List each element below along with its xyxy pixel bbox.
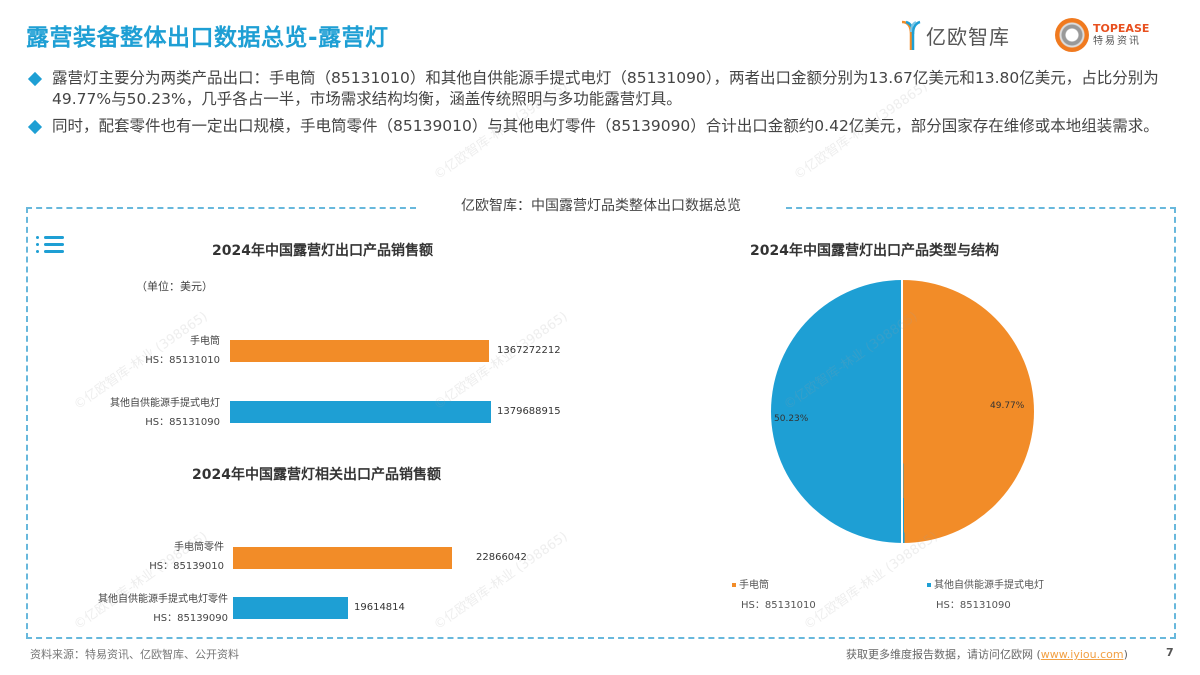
bar-label-name: 手电筒 [190,336,220,347]
pie-label-portable-lamp: 50.23% [774,414,809,424]
bar-label-code: HS：85131090 [145,417,220,428]
page-title: 露营装备整体出口数据总览-露营灯 [26,25,389,51]
legend-code: HS：85131010 [741,600,816,611]
bullet-item: 露营灯主要分为两类产品出口：手电筒（85131010）和其他自供能源手提式电灯（… [27,68,1188,110]
diamond-bullet-icon [27,119,43,135]
bar-label-name: 其他自供能源手提式电灯零件 [98,594,228,605]
bar-flashlight-parts [233,547,452,569]
panel-top-border [786,207,1176,209]
topease-en-a: TOP [1093,21,1118,35]
pie-divider [901,280,903,543]
bar-label: 手电筒 HS：85131010 [90,332,220,370]
panel-title: 亿欧智库：中国露营灯品类整体出口数据总览 [461,198,741,214]
bar-chart-1-unit: （单位：美元） [136,280,213,293]
pie-legend-item: 手电筒 HS：85131010 [732,576,816,616]
bar-label-name: 其他自供能源手提式电灯 [110,398,220,409]
bar-label-code: HS：85139010 [149,561,224,572]
iyiou-link[interactable]: www.iyiou.com [1040,648,1124,661]
footer-cta-text: 获取更多维度报告数据，请访问亿欧网 ( [846,648,1041,661]
bar-lamp-parts [233,597,348,619]
pie-legend-item: 其他自供能源手提式电灯 HS：85131090 [927,576,1044,616]
bar-chart-2-title: 2024年中国露营灯相关出口产品销售额 [192,467,441,483]
bar-label: 其他自供能源手提式电灯 HS：85131090 [90,394,220,432]
topease-ring-icon [1055,18,1089,52]
yiou-logo-icon [900,18,922,52]
panel-top-border [26,207,416,209]
bullet-item: 同时，配套零件也有一定出口规模，手电筒零件（85139010）与其他电灯零件（8… [27,116,1188,137]
legend-code: HS：85131090 [936,600,1011,611]
pie-label-flashlight: 49.77% [990,401,1025,411]
bar-flashlight [230,340,489,362]
bullet-text: 露营灯主要分为两类产品出口：手电筒（85131010）和其他自供能源手提式电灯（… [52,69,1159,108]
legend-dot-icon [927,583,931,587]
bar-label-code: HS：85131010 [145,355,220,366]
bar-label-name: 手电筒零件 [174,542,224,553]
bar-label: 手电筒零件 HS：85139010 [70,538,224,576]
legend-name: 手电筒 [739,580,769,591]
bar-label: 其他自供能源手提式电灯零件 HS：85139090 [70,590,228,628]
chart-panel [26,207,1176,639]
summary-bullets: 露营灯主要分为两类产品出口：手电筒（85131010）和其他自供能源手提式电灯（… [27,68,1188,143]
diamond-bullet-icon [27,71,43,87]
bar-value: 1379688915 [497,406,561,417]
footer-cta: 获取更多维度报告数据，请访问亿欧网 (www.iyiou.com) [846,646,1128,662]
footer-cta-end: ) [1123,648,1128,661]
bar-portable-lamp [230,401,491,423]
list-menu-icon [36,234,64,256]
legend-dot-icon [732,583,736,587]
topease-cn: 特易资讯 [1093,35,1141,47]
yiou-logo: 亿欧智库 [900,18,1010,52]
legend-name: 其他自供能源手提式电灯 [934,580,1044,591]
bar-chart-1-title: 2024年中国露营灯出口产品销售额 [212,243,433,259]
yiou-logo-text: 亿欧智库 [926,24,1010,49]
pie-chart-title: 2024年中国露营灯出口产品类型与结构 [750,243,999,259]
topease-logo: TOPEASE 特易资讯 [1055,18,1149,52]
page-number: 7 [1166,646,1174,659]
bar-label-code: HS：85139090 [153,613,228,624]
source-note: 资料来源：特易资讯、亿欧智库、公开资料 [30,648,239,661]
bullet-text: 同时，配套零件也有一定出口规模，手电筒零件（85139010）与其他电灯零件（8… [52,117,1159,135]
bar-value: 1367272212 [497,345,561,356]
bar-value: 22866042 [476,552,527,563]
bar-value: 19614814 [354,602,405,613]
topease-en-b: EASE [1117,21,1150,35]
